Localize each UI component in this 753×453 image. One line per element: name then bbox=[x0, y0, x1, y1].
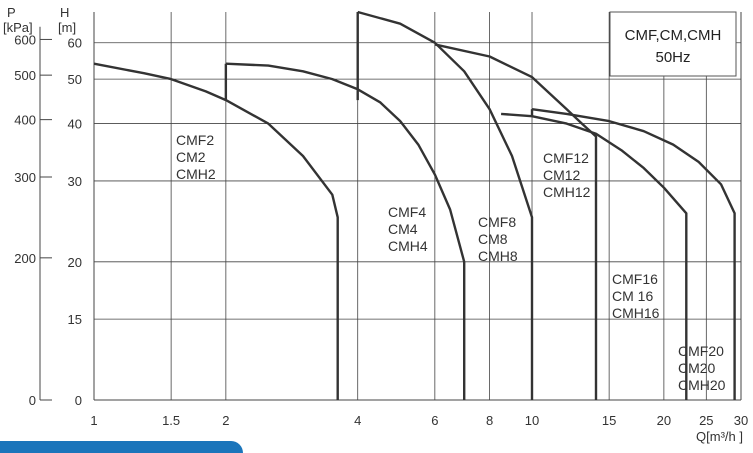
series-curve bbox=[225, 62, 466, 400]
p-tick-label: 500 bbox=[14, 68, 36, 83]
chart-labels: 1 1.5 2 4 6 8 10 15 20 25 300152030405060600500400… bbox=[14, 32, 748, 428]
h-axis-unit: [m] bbox=[58, 20, 76, 35]
x-tick-label: 25 bbox=[699, 413, 713, 428]
x-tick-label: 2 bbox=[222, 413, 229, 428]
series-label: CMH16 bbox=[612, 305, 660, 321]
series-label: CMH20 bbox=[678, 377, 726, 393]
h-tick-label: 15 bbox=[68, 312, 82, 327]
series-label: CMF16 bbox=[612, 271, 658, 287]
chart-axes bbox=[39, 12, 742, 401]
series-label: CM 16 bbox=[612, 288, 653, 304]
x-tick-label: 15 bbox=[602, 413, 616, 428]
p-tick-label: 400 bbox=[14, 113, 36, 128]
x-tick-label: 8 bbox=[486, 413, 493, 428]
series-label: CMH2 bbox=[176, 166, 216, 182]
p-tick-label: 200 bbox=[14, 251, 36, 266]
series-label: CMF20 bbox=[678, 343, 724, 359]
p-tick-label: 0 bbox=[29, 393, 36, 408]
x-tick-label: 1.5 bbox=[162, 413, 180, 428]
x-axis-label: Q[m³/h ] bbox=[696, 429, 743, 444]
series-label: CM2 bbox=[176, 149, 206, 165]
h-tick-label: 20 bbox=[68, 255, 82, 270]
series-label: CMH4 bbox=[388, 238, 428, 254]
series-label: CMH8 bbox=[478, 248, 518, 264]
chart-title-box: CMF,CM,CMH 50Hz bbox=[609, 11, 737, 77]
x-tick-label: 20 bbox=[657, 413, 671, 428]
p-tick-label: 300 bbox=[14, 170, 36, 185]
series-label: CMF8 bbox=[478, 214, 516, 230]
x-tick-label: 30 bbox=[734, 413, 748, 428]
h-tick-label: 60 bbox=[68, 36, 82, 51]
footer-band bbox=[0, 441, 243, 453]
series-label: CMF2 bbox=[176, 132, 214, 148]
h-axis-label: H bbox=[60, 5, 69, 20]
series-curve bbox=[93, 62, 339, 400]
p-tick-label: 600 bbox=[14, 32, 36, 47]
p-axis-label: P bbox=[7, 5, 16, 20]
h-tick-label: 0 bbox=[75, 393, 82, 408]
series-label: CMF12 bbox=[543, 150, 589, 166]
series-label: CM4 bbox=[388, 221, 418, 237]
h-tick-label: 30 bbox=[68, 174, 82, 189]
series-curve bbox=[501, 112, 688, 400]
series-label: CM20 bbox=[678, 360, 716, 376]
x-tick-label: 10 bbox=[525, 413, 539, 428]
chart-subtitle: 50Hz bbox=[655, 49, 690, 66]
chart-series bbox=[93, 10, 736, 400]
x-tick-label: 4 bbox=[354, 413, 361, 428]
title-box-frame bbox=[609, 11, 737, 77]
series-label: CM8 bbox=[478, 231, 508, 247]
series-label: CMH12 bbox=[543, 184, 591, 200]
series-curve bbox=[531, 108, 736, 400]
p-axis-unit: [kPa] bbox=[3, 20, 33, 35]
series-label: CMF4 bbox=[388, 204, 426, 220]
x-tick-label: 1 bbox=[90, 413, 97, 428]
h-tick-label: 40 bbox=[68, 117, 82, 132]
h-tick-label: 50 bbox=[68, 72, 82, 87]
series-curve bbox=[357, 10, 534, 400]
series-label: CM12 bbox=[543, 167, 581, 183]
x-tick-label: 6 bbox=[431, 413, 438, 428]
chart-title: CMF,CM,CMH bbox=[625, 27, 722, 44]
series-curve bbox=[434, 43, 598, 400]
